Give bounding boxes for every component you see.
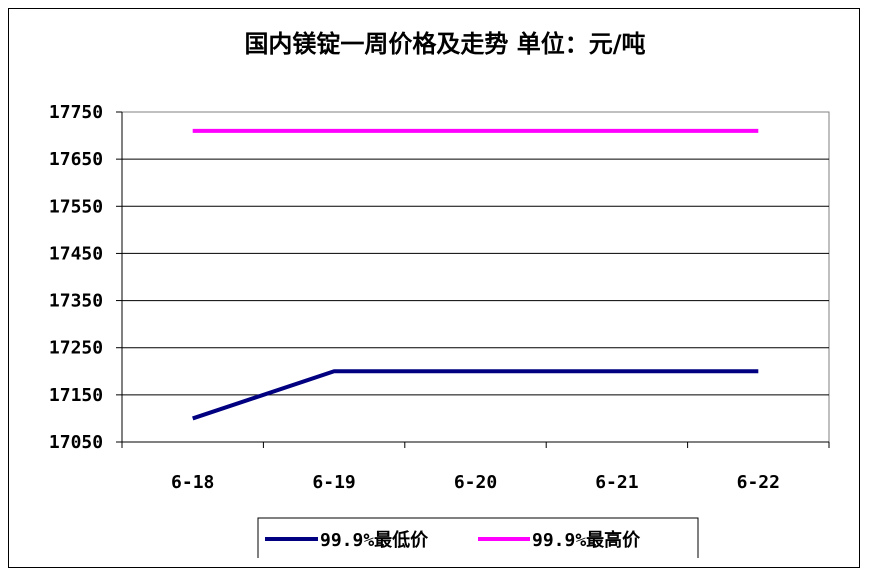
legend-label-2: 99.9%最高价 <box>532 529 641 551</box>
series-lines <box>192 128 759 421</box>
chart-title: 国内镁锭一周价格及走势 单位：元/吨 <box>244 30 645 58</box>
x-tick-label: 6-19 <box>312 472 355 493</box>
y-tick-label: 17450 <box>49 243 103 264</box>
plot-area <box>121 111 830 443</box>
legend: 99.9%最低价 99.9%最高价 <box>257 517 699 558</box>
y-tick-label: 17350 <box>49 291 103 312</box>
x-tick-label: 6-18 <box>171 472 214 493</box>
y-tick-label: 17550 <box>49 196 103 217</box>
y-tick-label: 17050 <box>49 432 103 453</box>
x-tick-label: 6-21 <box>595 472 638 493</box>
y-tick-label: 17250 <box>49 338 103 359</box>
series-line-1 <box>192 369 759 421</box>
x-tick-label: 6-22 <box>737 472 780 493</box>
y-tick-label: 17650 <box>49 149 103 170</box>
legend-label-1: 99.9%最低价 <box>320 529 429 551</box>
y-axis: 17750 17650 17550 17450 17350 17250 17150 17050 <box>49 102 123 453</box>
y-tick-label: 17750 <box>49 102 103 123</box>
y-tick-label: 17150 <box>49 385 103 406</box>
x-tick-label: 6-20 <box>454 472 497 493</box>
x-axis: 6-18 6-19 6-20 6-21 6-22 <box>121 441 830 493</box>
gridlines <box>122 158 829 396</box>
